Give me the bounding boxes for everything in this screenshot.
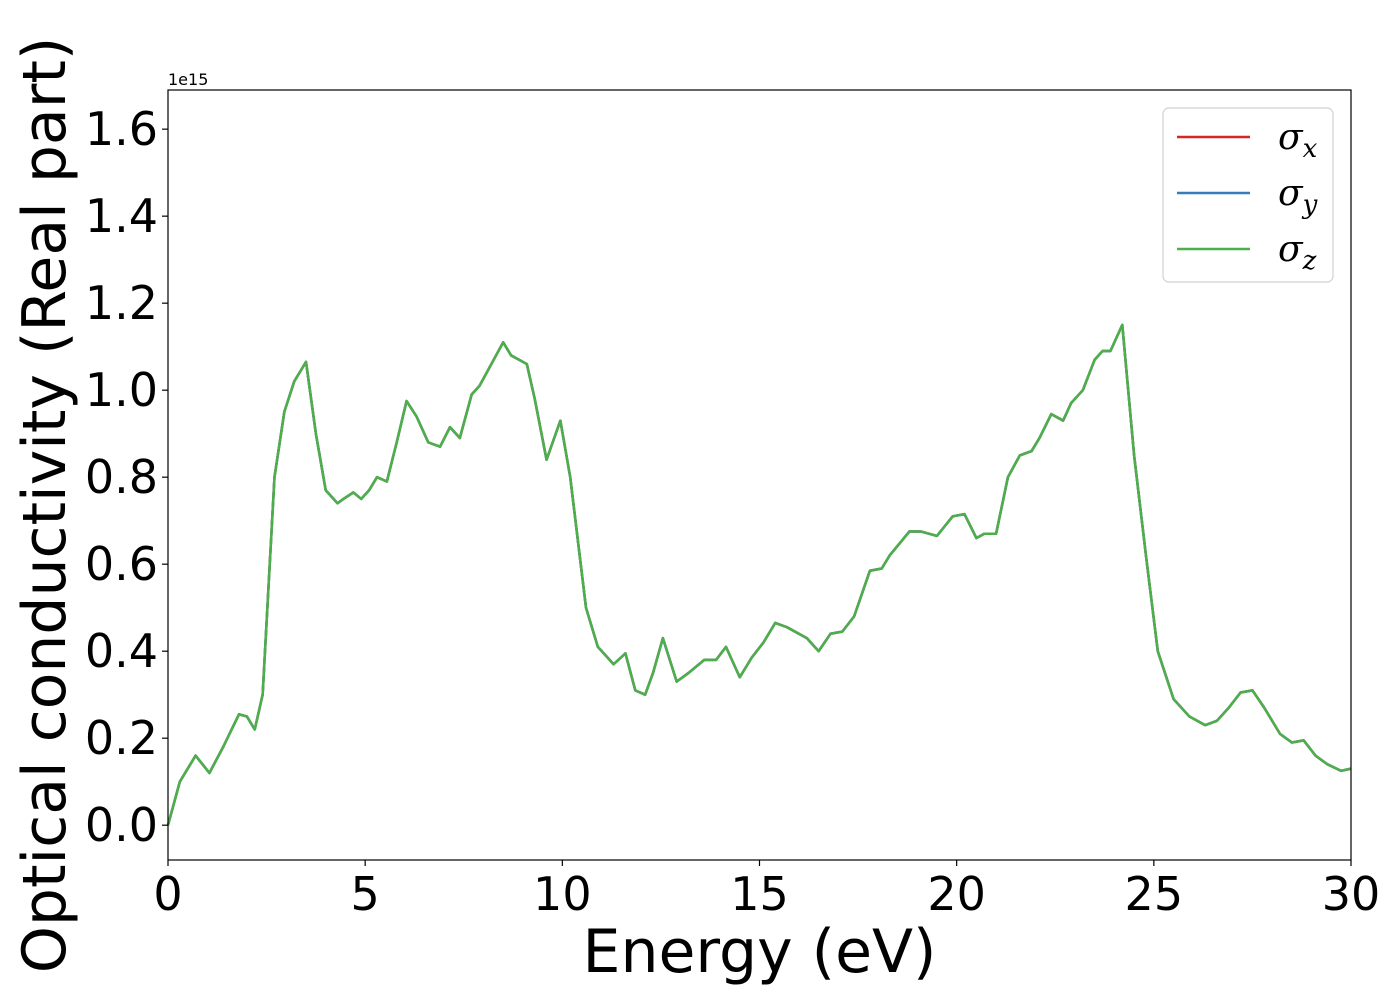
legend-box (1162, 107, 1334, 283)
y-tick-label: 1.4 (85, 189, 158, 243)
y-axis-ticks: 0.0 0.2 0.4 0.6 0.8 1.0 1.2 1.4 1.6 (85, 102, 168, 852)
series-line-2 (166, 323, 1352, 826)
x-axis-label: Energy (eV) (583, 917, 937, 987)
y-tick-label: 1.6 (85, 102, 158, 156)
x-tick-label: 0 (153, 867, 182, 921)
x-axis-ticks: 0 5 10 15 20 25 30 (153, 860, 1380, 921)
legend: σx σy σz (1162, 107, 1334, 283)
legend-label: σx (1278, 117, 1318, 164)
y-tick-label: 0.0 (85, 798, 158, 852)
series-line-0 (166, 323, 1352, 826)
y-tick-label: 0.8 (85, 450, 158, 504)
legend-label: σz (1278, 229, 1317, 276)
legend-label: σy (1278, 173, 1318, 220)
y-axis-offset-label: 1e15 (168, 70, 208, 89)
y-tick-label: 1.2 (85, 276, 158, 330)
x-tick-label: 15 (730, 867, 789, 921)
x-tick-label: 25 (1125, 867, 1184, 921)
y-tick-label: 0.6 (85, 537, 158, 591)
y-axis-label: Optical conductivity (Real part) (10, 37, 80, 974)
x-tick-label: 30 (1322, 867, 1381, 921)
series-line-1 (166, 323, 1352, 826)
x-tick-label: 10 (533, 867, 592, 921)
x-tick-label: 20 (927, 867, 986, 921)
y-tick-label: 0.4 (85, 624, 158, 678)
y-tick-label: 0.2 (85, 711, 158, 765)
y-tick-label: 1.0 (85, 363, 158, 417)
x-tick-label: 5 (351, 867, 380, 921)
series-layer (166, 323, 1352, 826)
